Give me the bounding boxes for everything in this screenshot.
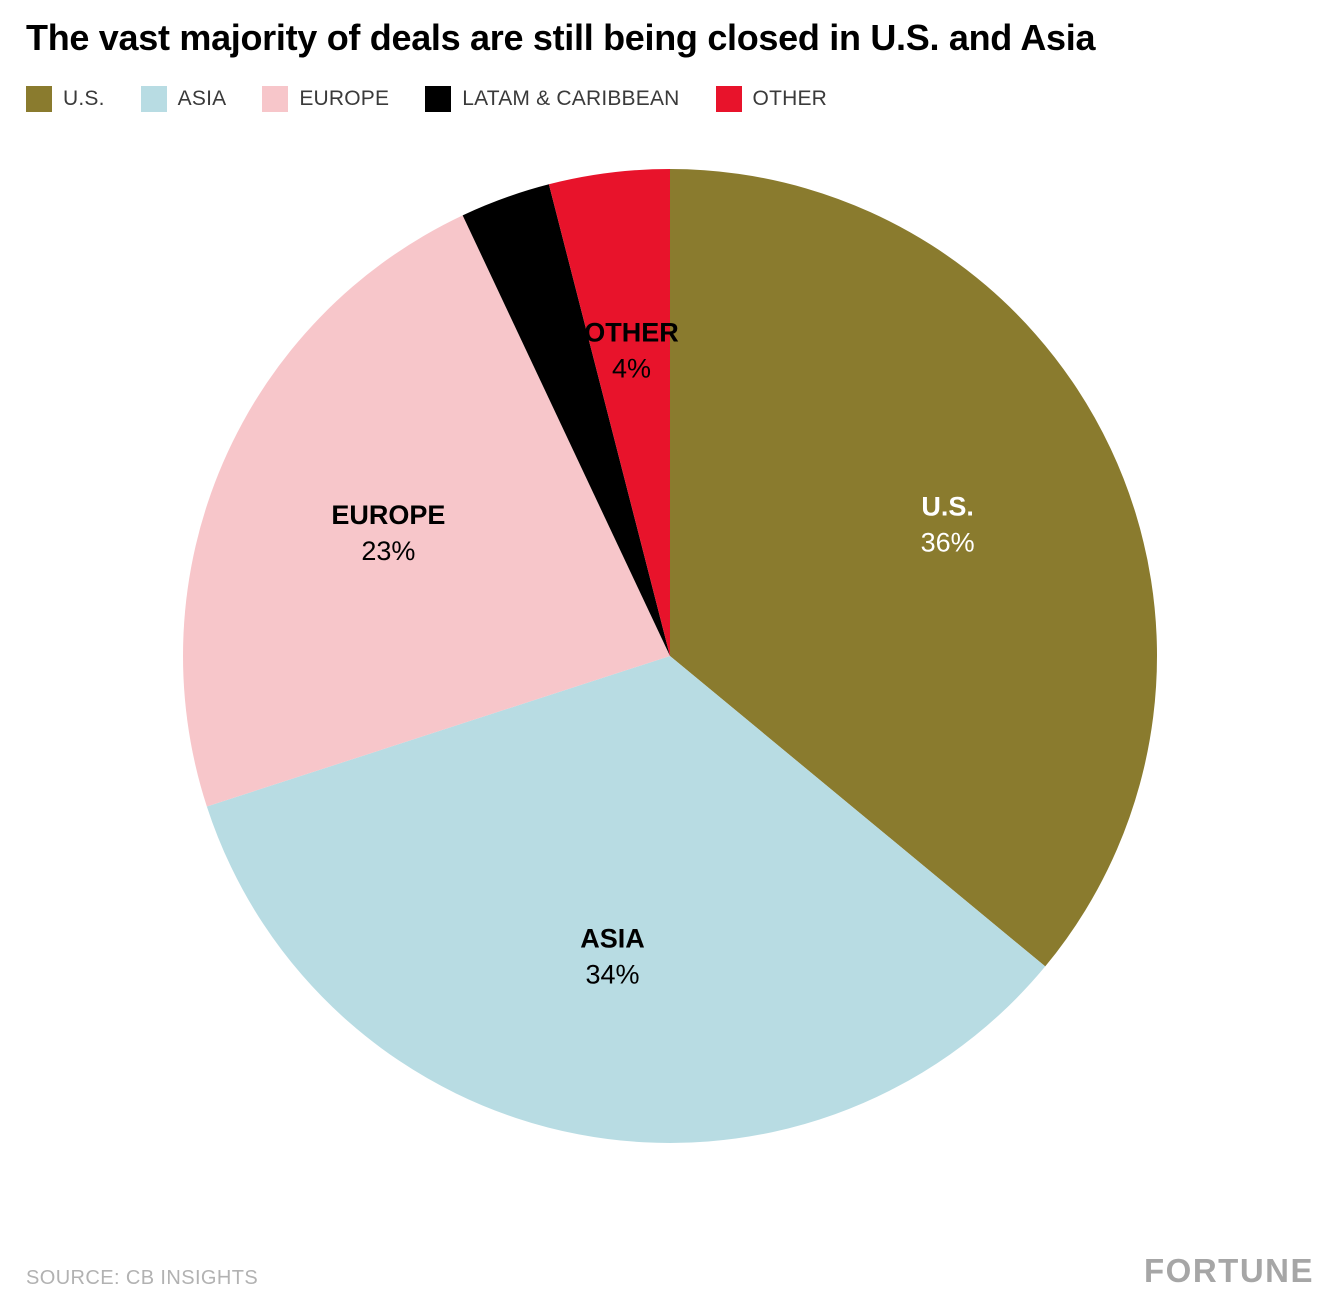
legend-item-label: LATAM & CARIBBEAN bbox=[462, 86, 680, 110]
legend-swatch bbox=[26, 85, 52, 112]
legend-item-asia: ASIA bbox=[140, 85, 227, 112]
pie-slice-other bbox=[548, 168, 670, 656]
legend-item-label: OTHER bbox=[752, 86, 828, 110]
legend-swatch bbox=[262, 85, 289, 112]
legend-item-label: EUROPE bbox=[299, 86, 390, 110]
slice-value-asia: 34% bbox=[585, 959, 639, 989]
pie-chart-area: U.S. 36% ASIA 34% EUROPE 23% OTHER 4% bbox=[26, 116, 1314, 1252]
legend-item-europe: EUROPE bbox=[262, 85, 390, 112]
source-note: SOURCE: CB INSIGHTS bbox=[26, 1267, 259, 1289]
slice-value-u-s: 36% bbox=[921, 527, 975, 557]
legend-swatch bbox=[425, 85, 452, 112]
legend-item-other: OTHER bbox=[715, 85, 828, 112]
slice-label-asia: ASIA bbox=[580, 923, 645, 953]
legend-item-latam-caribbean: LATAM & CARIBBEAN bbox=[425, 85, 680, 112]
chart-footer: SOURCE: CB INSIGHTS FORTUNE bbox=[26, 1252, 1314, 1292]
slice-value-europe: 23% bbox=[361, 536, 415, 566]
slice-value-other: 4% bbox=[612, 354, 651, 384]
slice-label-europe: EUROPE bbox=[331, 500, 445, 530]
legend-item-label: U.S. bbox=[63, 86, 105, 110]
legend-swatch bbox=[715, 85, 742, 112]
legend-swatch bbox=[140, 85, 167, 112]
legend: U.S. ASIA EUROPE LATAM & CARIBBEAN OTHER bbox=[26, 85, 1314, 112]
pie-slice-asia bbox=[206, 655, 1046, 1143]
pie-slice-u-s bbox=[670, 168, 1158, 967]
fortune-logo: FORTUNE bbox=[1144, 1252, 1314, 1289]
legend-item-u-s: U.S. bbox=[26, 85, 105, 112]
pie-slice-europe bbox=[183, 215, 670, 807]
legend-item-label: ASIA bbox=[177, 86, 227, 110]
slice-label-u-s: U.S. bbox=[921, 491, 974, 521]
chart-title: The vast majority of deals are still bei… bbox=[26, 17, 1096, 58]
slice-label-other: OTHER bbox=[584, 318, 679, 348]
pie-chart-svg: U.S. 36% ASIA 34% EUROPE 23% OTHER 4% bbox=[183, 168, 1158, 1143]
pie-slice-latam-caribbean bbox=[462, 184, 670, 656]
